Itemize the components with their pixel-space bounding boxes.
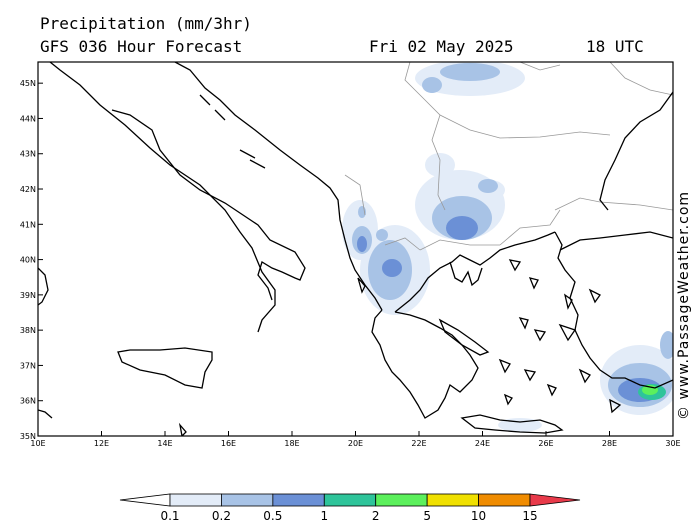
- colorbar-label: 0.1: [160, 509, 179, 523]
- lon-tick-label: 10E: [30, 439, 45, 448]
- country-borders: [344, 62, 673, 251]
- colorbar-segment: [375, 493, 428, 507]
- lat-tick-label: 35N: [20, 432, 36, 441]
- lat-tick-label: 42N: [20, 185, 36, 194]
- lat-tick-label: 39N: [20, 291, 36, 300]
- lat-tick-label: 36N: [20, 397, 36, 406]
- colorbar-legend: 0.1 0.2 0.5 1 2 5 10 15: [119, 493, 581, 523]
- colorbar-segment: [478, 493, 531, 507]
- lon-tick-label: 30E: [665, 439, 680, 448]
- colorbar-segment: [426, 493, 479, 507]
- lat-tick-label: 44N: [20, 114, 36, 123]
- map-area: [38, 62, 673, 436]
- coastlines: [38, 62, 673, 436]
- lat-tick-label: 43N: [20, 150, 36, 159]
- colorbar-label: 15: [522, 509, 537, 523]
- lat-tick-label: 40N: [20, 256, 36, 265]
- latitude-ticks: 35N 36N 37N 38N 39N 40N 41N 42N 43N 44N 45N: [20, 79, 43, 441]
- colorbar-segment: [323, 493, 377, 507]
- lat-tick-label: 37N: [20, 361, 36, 370]
- colorbar-label: 10: [471, 509, 486, 523]
- precip-intense: [638, 384, 666, 400]
- forecast-hour: 18 UTC: [586, 37, 644, 56]
- colorbar-label: 5: [423, 509, 431, 523]
- colorbar-label: 1: [320, 509, 328, 523]
- colorbar-label: 0.2: [212, 509, 231, 523]
- longitude-ticks: 10E 12E 14E 16E 18E 20E 22E 24E 26E 28E 30E: [30, 431, 681, 448]
- lon-tick-label: 14E: [157, 439, 172, 448]
- lat-tick-label: 38N: [20, 326, 36, 335]
- lon-tick-label: 20E: [348, 439, 363, 448]
- colorbar-high-arrow: [529, 493, 581, 507]
- colorbar-segment: [221, 493, 274, 507]
- lon-tick-label: 26E: [538, 439, 553, 448]
- lat-tick-label: 45N: [20, 79, 36, 88]
- lon-tick-label: 28E: [602, 439, 617, 448]
- lon-tick-label: 12E: [94, 439, 109, 448]
- lon-tick-label: 18E: [284, 439, 299, 448]
- colorbar-low-arrow: [119, 493, 171, 507]
- lon-tick-label: 16E: [221, 439, 236, 448]
- lat-tick-label: 41N: [20, 220, 36, 229]
- lon-tick-label: 24E: [475, 439, 490, 448]
- forecast-date: Fri 02 May 2025: [369, 37, 514, 56]
- colorbar-label: 0.5: [263, 509, 282, 523]
- map-title: Precipitation (mm/3hr): [40, 14, 252, 33]
- colorbar-label: 2: [372, 509, 380, 523]
- colorbar-segment: [272, 493, 325, 507]
- colorbar-segment: [169, 493, 222, 507]
- lon-tick-label: 22E: [411, 439, 426, 448]
- forecast-subtitle: GFS 036 Hour Forecast: [40, 37, 243, 56]
